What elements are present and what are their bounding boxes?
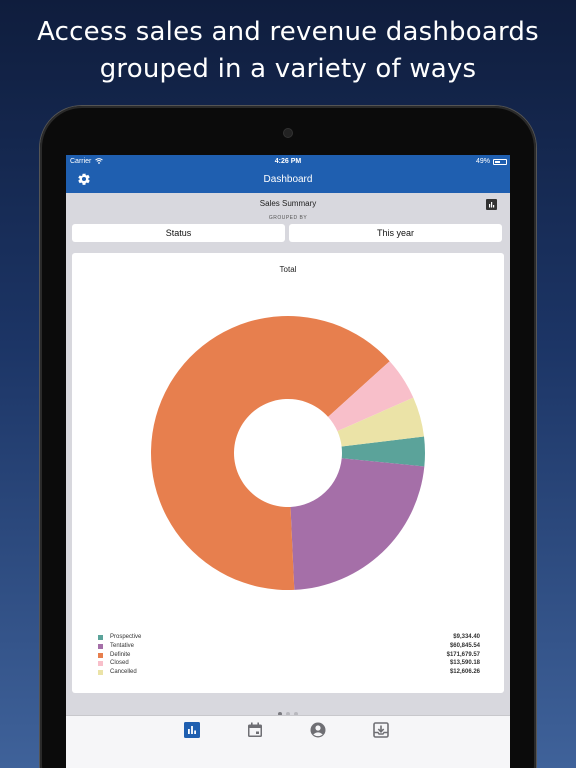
legend-value: $171,679.57: [446, 651, 480, 658]
legend-label: Cancelled: [110, 669, 137, 676]
front-camera: [284, 129, 292, 137]
legend-label: Definite: [110, 651, 131, 658]
tab-bar: [66, 715, 510, 768]
account-icon: [310, 722, 326, 738]
tab-dashboard[interactable]: [184, 722, 200, 738]
clock: 4:26 PM: [274, 158, 302, 165]
legend-item-prospective: Prospective $9,334.40: [98, 634, 480, 643]
headline-line-1: Access sales and revenue dashboards: [37, 17, 539, 47]
legend-swatch: [98, 661, 103, 667]
legend-value: $9,334.40: [453, 634, 480, 640]
carrier-label: Carrier: [70, 158, 92, 165]
gear-icon[interactable]: [77, 172, 91, 186]
legend-item-tentative: Tentative $60,845.54: [98, 643, 480, 652]
legend-label: Tentative: [110, 642, 135, 649]
navigation-bar: Carrier 4:26 PM 49% Dashboard: [66, 155, 510, 193]
page-title: Dashboard: [263, 174, 313, 185]
legend-swatch: [98, 652, 103, 658]
bar-chart-icon: [184, 722, 200, 738]
slice-tentative[interactable]: [290, 458, 425, 590]
legend-value: $12,606.26: [449, 669, 480, 676]
legend-swatch: [98, 635, 103, 640]
chart-legend: Prospective $9,334.40 Tentative $60,845.54 D…: [98, 634, 480, 678]
grouped-by-label: GROUPED BY: [268, 215, 308, 221]
marketing-headline: Access sales and revenue dashboards grou…: [0, 14, 576, 88]
wifi-icon: [95, 158, 103, 166]
tab-account[interactable]: [310, 722, 326, 738]
slice-cancelled[interactable]: [337, 397, 425, 447]
section-title: Sales Summary: [259, 199, 317, 208]
status-bar: Carrier 4:26 PM 49%: [66, 155, 510, 168]
battery-icon: [493, 159, 507, 165]
calendar-icon: [248, 722, 262, 737]
inbox-download-icon: [373, 722, 389, 738]
page-indicator: [66, 703, 510, 716]
legend-label: Closed: [110, 660, 129, 667]
app-screen: Carrier 4:26 PM 49% Dashboard Sales Summ…: [66, 155, 510, 768]
legend-swatch: [98, 670, 103, 676]
group-by-selector[interactable]: Status: [72, 224, 285, 242]
slice-closed[interactable]: [328, 361, 414, 432]
slice-prospective[interactable]: [341, 436, 425, 467]
page-dot-3[interactable]: [294, 712, 298, 716]
legend-label: Prospective: [110, 634, 142, 640]
tab-calendar[interactable]: [247, 722, 263, 738]
legend-value: $60,845.54: [449, 642, 480, 649]
legend-value: $13,590.18: [449, 660, 480, 667]
headline-line-2: grouped in a variety of ways: [99, 54, 477, 84]
slice-definite[interactable]: [151, 316, 390, 590]
tab-inbox[interactable]: [373, 722, 389, 738]
legend-swatch: [98, 643, 103, 649]
chart-title: Total: [279, 265, 297, 274]
donut-chart: [151, 316, 425, 590]
battery-percentage: 49%: [475, 158, 490, 165]
period-selector[interactable]: This year: [289, 224, 502, 242]
page-dot-2[interactable]: [286, 712, 290, 716]
page-dot-1[interactable]: [278, 712, 282, 716]
legend-item-cancelled: Cancelled $12,606.26: [98, 669, 480, 678]
bar-chart-icon[interactable]: [486, 199, 497, 210]
legend-item-definite: Definite $171,679.57: [98, 652, 480, 661]
legend-item-closed: Closed $13,590.18: [98, 660, 480, 669]
chart-card: Total Prospective $9,334.40 Tentative $60,8…: [72, 253, 504, 693]
